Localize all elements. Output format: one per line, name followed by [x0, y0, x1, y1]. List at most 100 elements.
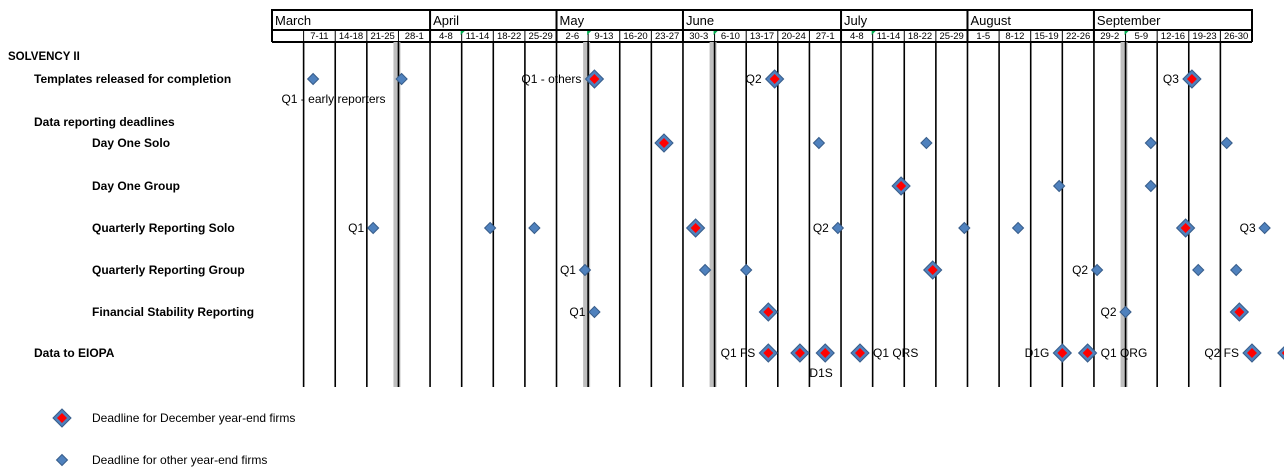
week-label: 27-1: [816, 31, 835, 42]
row-annotation: Q1 - early reporters: [281, 92, 385, 106]
row-labels: SOLVENCY II Data reporting deadlines Templ…: [8, 51, 254, 360]
week-label: 25-29: [940, 31, 964, 42]
deadline-december-marker-core: [794, 348, 805, 358]
marker-label: Q2 FS: [1204, 346, 1239, 360]
month-label-may: May: [560, 13, 585, 28]
week-label: 25-29: [529, 31, 553, 42]
week-label: 1-5: [976, 31, 990, 42]
deadline-other-marker: [1011, 221, 1025, 235]
week-label: 18-22: [497, 31, 521, 42]
deadline-december-marker-core: [1186, 74, 1197, 84]
deadline-december-marker-core: [820, 348, 831, 358]
deadline-other-marker: [1090, 263, 1104, 277]
row-label: Quarterly Reporting Solo: [92, 221, 235, 235]
week-label: 28-1: [405, 31, 424, 42]
deadline-other-marker: [1144, 179, 1158, 193]
marker-label: Q1 - others: [521, 72, 581, 86]
week-label: 11-14: [466, 31, 490, 42]
week-label: 7-11: [310, 31, 328, 42]
deadline-other-marker: [528, 221, 541, 235]
month-label-april: April: [433, 13, 459, 28]
deadline-december-marker-core: [1281, 350, 1284, 356]
highlight-column: [709, 42, 717, 387]
week-label: 4-8: [439, 31, 453, 42]
deadline-other-marker: [395, 72, 408, 86]
deadline-other-marker: [55, 453, 69, 467]
deadline-other-marker: [831, 221, 845, 235]
deadline-december-marker-core: [1247, 348, 1257, 358]
deadline-other-marker: [306, 72, 320, 86]
header-tick-marker: [713, 31, 718, 35]
week-label: 26-30: [1224, 31, 1248, 42]
deadline-other-marker: [920, 136, 933, 150]
deadline-december-marker-core: [763, 348, 774, 358]
marker-label: Q3: [1240, 221, 1256, 235]
week-label: 14-18: [339, 31, 363, 42]
deadline-december-marker-core: [763, 307, 774, 317]
legend: Deadline for December year-end firms Dead…: [52, 408, 295, 467]
marker-label: Q2: [746, 72, 762, 86]
deadline-other-marker: [812, 136, 826, 150]
timeline-header: March April May June July August September 7-11…: [271, 9, 1253, 43]
week-label: 5-9: [1134, 31, 1148, 42]
marker-label: Q1 QRS: [873, 346, 918, 360]
marker-label: Q1: [560, 263, 576, 277]
deadline-other-marker: [1192, 263, 1205, 277]
deadline-other-marker: [588, 305, 601, 319]
row-label: Financial Stability Reporting: [92, 305, 254, 319]
deadline-other-marker: [1220, 136, 1233, 150]
week-label: 15-19: [1034, 31, 1058, 42]
deadline-other-marker: [698, 263, 712, 277]
row-label: Quarterly Reporting Group: [92, 263, 245, 277]
deadline-other-marker: [1052, 179, 1066, 193]
week-label: 11-14: [877, 31, 901, 42]
week-label: 4-8: [850, 31, 864, 42]
month-label-july: July: [844, 13, 868, 28]
deadline-other-marker: [578, 263, 592, 277]
week-label: 12-16: [1161, 31, 1185, 42]
week-label: 8-12: [1005, 31, 1024, 42]
month-label-august: August: [970, 13, 1011, 28]
deadline-december-marker-core: [1234, 307, 1245, 317]
week-label: 22-26: [1066, 31, 1090, 42]
deadline-december-marker-core: [690, 223, 701, 233]
week-label: 13-17: [750, 31, 774, 42]
week-label: 18-22: [908, 31, 932, 42]
deadline-december-marker: [1277, 346, 1284, 360]
deadline-december-marker-core: [1057, 348, 1068, 358]
week-label: 23-27: [655, 31, 679, 42]
row-label: Data to EIOPA: [34, 346, 115, 360]
highlight-column: [583, 42, 591, 387]
week-label: 9-13: [594, 31, 613, 42]
month-label-march: March: [275, 13, 311, 28]
marker-label: Q3: [1163, 72, 1179, 86]
highlight-column: [1120, 42, 1128, 387]
legend-label: Deadline for December year-end firms: [92, 411, 295, 425]
row-label: Day One Solo: [92, 136, 170, 150]
week-label: 16-20: [623, 31, 647, 42]
marker-label: D1G: [1025, 346, 1050, 360]
deadline-other-marker: [1229, 263, 1243, 277]
marker-label: Q1: [569, 305, 585, 319]
week-label: 29-2: [1100, 31, 1119, 42]
marker-label: Q2: [1072, 263, 1088, 277]
marker-label: Q1 QRG: [1101, 346, 1148, 360]
row-annotation: D1S: [809, 366, 832, 380]
week-label: 30-3: [689, 31, 708, 42]
legend-label: Deadline for other year-end firms: [92, 453, 267, 467]
marker-label: Q1 FS: [721, 346, 756, 360]
deadline-december-marker-core: [659, 138, 669, 148]
row-label: Day One Group: [92, 179, 180, 193]
deadline-other-marker: [483, 221, 497, 235]
month-label-september: September: [1097, 13, 1161, 28]
highlight-column: [393, 42, 401, 387]
marker-label: Q2: [813, 221, 829, 235]
deadline-other-marker: [366, 221, 380, 235]
week-label: 21-25: [370, 31, 394, 42]
deadline-december-marker-core: [896, 181, 907, 191]
deadline-other-marker: [1144, 136, 1158, 150]
marker-label: Q2: [1101, 305, 1117, 319]
month-label-june: June: [686, 13, 714, 28]
deadline-december-marker-core: [927, 265, 938, 275]
